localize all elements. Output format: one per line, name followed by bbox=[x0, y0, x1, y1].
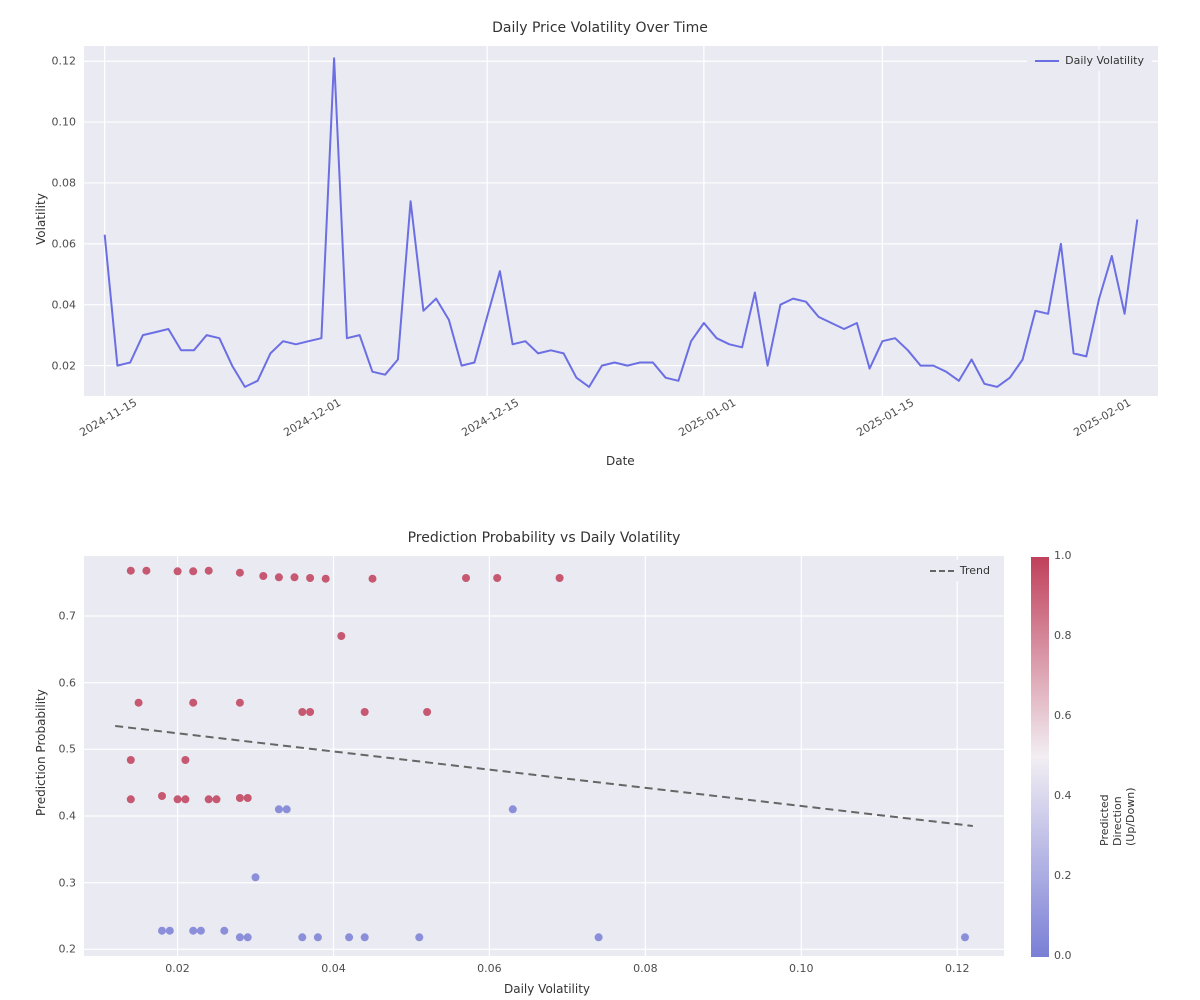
ytick-label: 0.12 bbox=[36, 55, 76, 68]
legend-line-icon bbox=[1035, 60, 1059, 62]
bottom-chart-legend: Trend bbox=[922, 560, 998, 581]
xtick-label: 2024-11-15 bbox=[77, 396, 139, 439]
bottom-chart-xlabel: Daily Volatility bbox=[504, 982, 590, 996]
ytick-label: 0.10 bbox=[36, 116, 76, 129]
ytick-label: 0.5 bbox=[59, 743, 77, 756]
bottom-chart-title: Prediction Probability vs Daily Volatili… bbox=[0, 530, 1088, 546]
colorbar-tick-label: 0.2 bbox=[1054, 869, 1072, 882]
colorbar-gradient bbox=[1030, 556, 1050, 958]
xtick-label: 2024-12-15 bbox=[459, 396, 521, 439]
probability-scatter-chart: Trend bbox=[84, 556, 1004, 956]
ytick-label: 0.08 bbox=[36, 176, 76, 189]
legend-label: Daily Volatility bbox=[1065, 54, 1144, 67]
ytick-label: 0.4 bbox=[59, 810, 77, 823]
xtick-label: 0.04 bbox=[321, 962, 346, 975]
ytick-label: 0.04 bbox=[36, 298, 76, 311]
colorbar-tick-label: 0.4 bbox=[1054, 789, 1072, 802]
xtick-label: 0.12 bbox=[945, 962, 970, 975]
ytick-label: 0.7 bbox=[59, 610, 77, 623]
ytick-label: 0.02 bbox=[36, 359, 76, 372]
colorbar bbox=[1030, 556, 1108, 956]
top-chart-xlabel: Date bbox=[606, 454, 635, 468]
xtick-label: 2024-12-01 bbox=[281, 396, 343, 439]
volatility-line-chart: Daily Volatility bbox=[84, 46, 1158, 396]
xtick-label: 0.06 bbox=[477, 962, 502, 975]
xtick-label: 0.08 bbox=[633, 962, 658, 975]
bottom-chart-ylabel: Prediction Probability bbox=[34, 689, 48, 816]
top-chart-legend: Daily Volatility bbox=[1027, 50, 1152, 71]
colorbar-tick-label: 0.0 bbox=[1054, 949, 1072, 962]
figure: Daily Price Volatility Over Time Daily V… bbox=[0, 0, 1200, 1000]
xtick-label: 2025-01-15 bbox=[855, 396, 917, 439]
colorbar-tick-label: 0.8 bbox=[1054, 629, 1072, 642]
ytick-label: 0.3 bbox=[59, 876, 77, 889]
xtick-label: 2025-02-01 bbox=[1071, 396, 1133, 439]
xtick-label: 0.10 bbox=[789, 962, 814, 975]
colorbar-tick-label: 1.0 bbox=[1054, 549, 1072, 562]
xtick-label: 0.02 bbox=[165, 962, 190, 975]
xtick-label: 2025-01-01 bbox=[676, 396, 738, 439]
colorbar-label: Predicted Direction (Up/Down) bbox=[1098, 744, 1137, 846]
legend-trend-line-icon bbox=[930, 570, 954, 572]
ytick-label: 0.06 bbox=[36, 237, 76, 250]
ytick-label: 0.6 bbox=[59, 676, 77, 689]
ytick-label: 0.2 bbox=[59, 943, 77, 956]
legend-label: Trend bbox=[960, 564, 990, 577]
colorbar-tick-label: 0.6 bbox=[1054, 709, 1072, 722]
top-chart-title: Daily Price Volatility Over Time bbox=[0, 20, 1200, 36]
